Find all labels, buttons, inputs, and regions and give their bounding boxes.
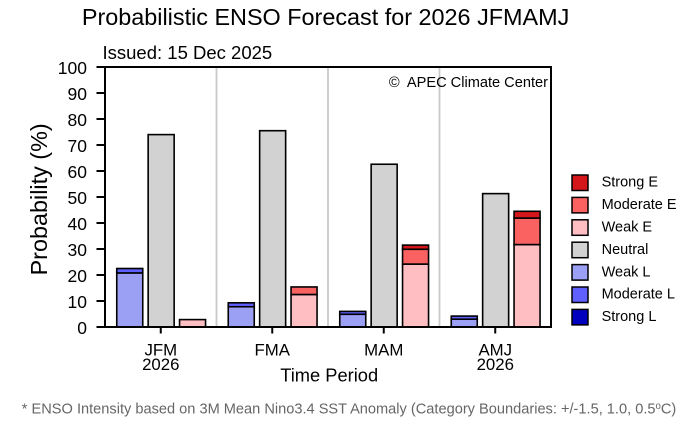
svg-text:Weak E: Weak E [602, 220, 653, 236]
svg-text:Weak L: Weak L [602, 264, 651, 280]
svg-text:40: 40 [68, 214, 88, 234]
svg-text:30: 30 [68, 240, 88, 260]
svg-text:JFM: JFM [144, 341, 177, 360]
svg-text:2026: 2026 [477, 355, 514, 374]
svg-text:Probability (%): Probability (%) [26, 123, 52, 275]
svg-text:50: 50 [68, 188, 88, 208]
svg-text:80: 80 [68, 110, 88, 130]
svg-text:60: 60 [68, 162, 88, 182]
svg-text:MAM: MAM [364, 341, 403, 360]
svg-text:FMA: FMA [255, 341, 291, 360]
svg-text:Moderate E: Moderate E [602, 197, 677, 213]
svg-text:0: 0 [77, 318, 87, 338]
svg-text:Probabilistic ENSO Forecast fo: Probabilistic ENSO Forecast for 2026 JFM… [82, 4, 569, 30]
svg-text:90: 90 [68, 84, 88, 104]
svg-text:2026: 2026 [142, 355, 179, 374]
svg-text:10: 10 [68, 292, 88, 312]
svg-text:100: 100 [58, 58, 87, 78]
svg-text:Strong E: Strong E [602, 175, 659, 191]
svg-text:Issued: 15 Dec 2025: Issued: 15 Dec 2025 [103, 42, 273, 63]
svg-text:* ENSO Intensity based on 3M M: * ENSO Intensity based on 3M Mean Nino3.… [22, 401, 676, 418]
svg-text:Neutral: Neutral [602, 242, 649, 258]
svg-text:Moderate L: Moderate L [602, 287, 675, 303]
svg-text:AMJ: AMJ [478, 341, 512, 360]
svg-text:70: 70 [68, 136, 88, 156]
svg-text:Time Period: Time Period [280, 365, 378, 386]
svg-text:© APEC Climate Center: © APEC Climate Center [389, 75, 548, 91]
svg-text:Strong L: Strong L [602, 309, 657, 325]
svg-text:20: 20 [68, 266, 88, 286]
